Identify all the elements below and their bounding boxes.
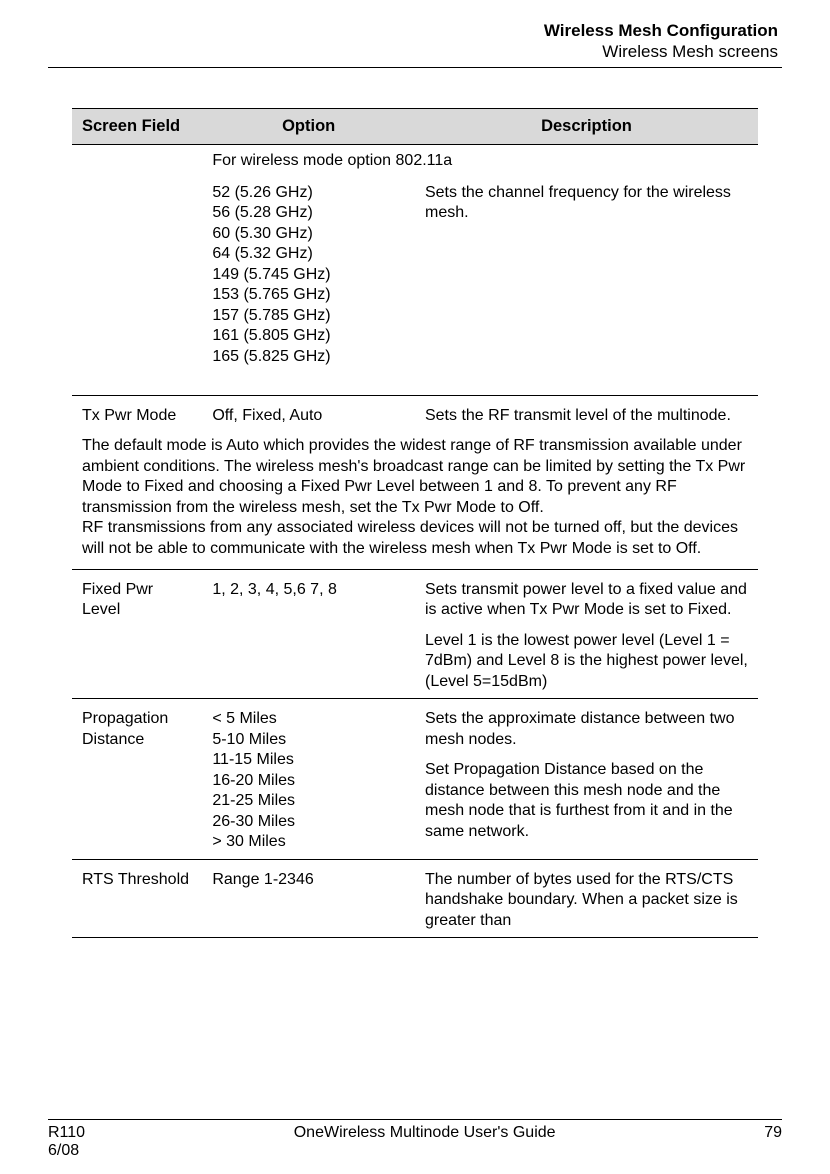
fixed-pwr-option: 1, 2, 3, 4, 5,6 7, 8 [202,569,415,698]
fixed-pwr-description: Sets transmit power level to a fixed val… [415,569,758,698]
footer-center: OneWireless Multinode User's Guide [85,1124,764,1160]
fixed-pwr-field: Fixed Pwr Level [72,569,202,698]
tx-pwr-mode-field: Tx Pwr Mode [72,395,202,432]
propagation-field: Propagation Distance [72,699,202,859]
table-row: Propagation Distance < 5 Miles 5-10 Mile… [72,699,758,859]
propagation-description: Sets the approximate distance between tw… [415,699,758,859]
table-row: RTS Threshold Range 1-2346 The number of… [72,859,758,937]
channel-options: 52 (5.26 GHz) 56 (5.28 GHz) 60 (5.30 GHz… [202,177,415,373]
config-table: Screen Field Option Description For wire… [72,108,758,939]
config-table-wrap: Screen Field Option Description For wire… [72,108,758,939]
col-option: Option [202,108,415,144]
table-row: The default mode is Auto which provides … [72,432,758,569]
table-row: For wireless mode option 802.11a [72,144,758,177]
page-footer: R110 6/08 OneWireless Multinode User's G… [48,1119,782,1160]
tx-pwr-mode-option: Off, Fixed, Auto [202,395,415,432]
table-row: Fixed Pwr Level 1, 2, 3, 4, 5,6 7, 8 Set… [72,569,758,698]
channel-description: Sets the channel frequency for the wirel… [415,177,758,373]
propagation-options: < 5 Miles 5-10 Miles 11-15 Miles 16-20 M… [202,699,415,859]
page-header: Wireless Mesh Configuration Wireless Mes… [48,20,782,63]
table-row: 52 (5.26 GHz) 56 (5.28 GHz) 60 (5.30 GHz… [72,177,758,373]
rts-option: Range 1-2346 [202,859,415,937]
header-title: Wireless Mesh Configuration [48,20,778,41]
header-rule [48,67,782,68]
tx-pwr-mode-note: The default mode is Auto which provides … [72,432,758,569]
header-subtitle: Wireless Mesh screens [48,41,778,62]
col-description: Description [415,108,758,144]
rts-description: The number of bytes used for the RTS/CTS… [415,859,758,937]
footer-page-number: 79 [764,1124,782,1160]
table-row: Tx Pwr Mode Off, Fixed, Auto Sets the RF… [72,395,758,432]
footer-left: R110 6/08 [48,1124,85,1160]
wireless-mode-note: For wireless mode option 802.11a [202,144,758,177]
col-screen-field: Screen Field [72,108,202,144]
footer-rule [48,1119,782,1120]
table-header-row: Screen Field Option Description [72,108,758,144]
document-page: Wireless Mesh Configuration Wireless Mes… [0,0,830,1174]
tx-pwr-mode-description: Sets the RF transmit level of the multin… [415,395,758,432]
rts-field: RTS Threshold [72,859,202,937]
